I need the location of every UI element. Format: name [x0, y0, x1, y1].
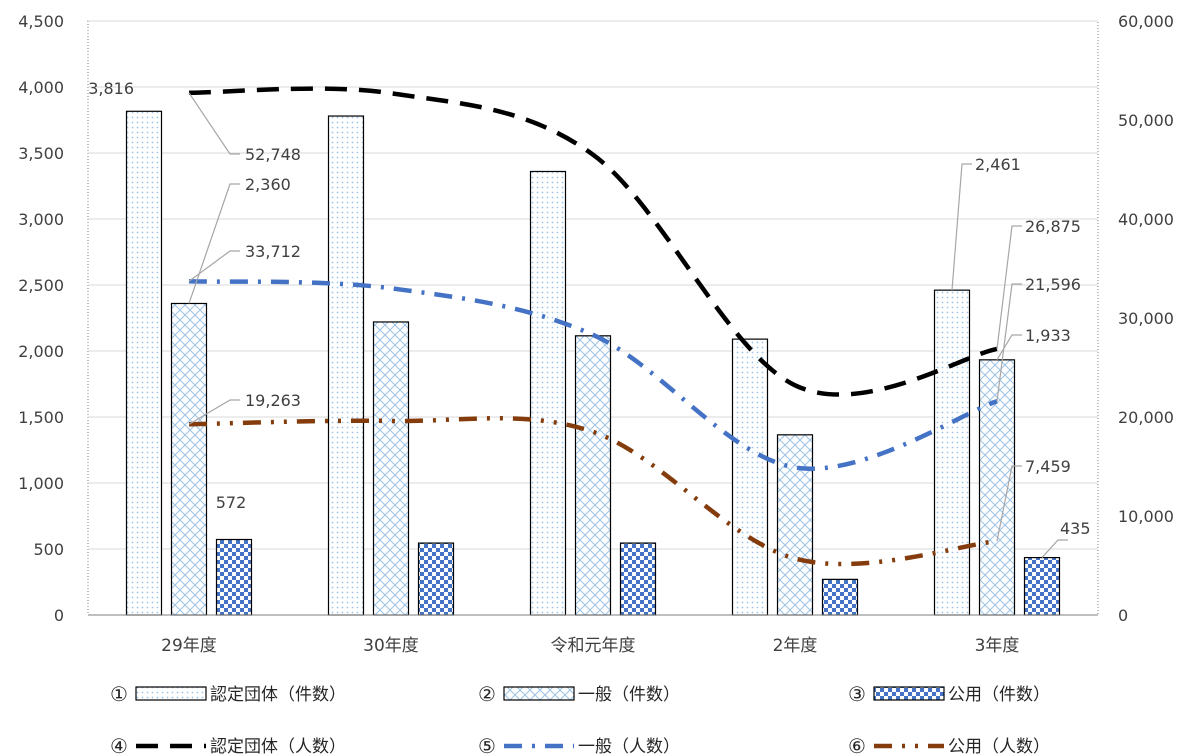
line-series: [188, 416, 998, 567]
leader-line: [188, 399, 240, 425]
data-label: 3,816: [88, 79, 134, 98]
y-left-tick-label: 4,500: [18, 12, 64, 31]
leader-line: [188, 183, 240, 304]
y-left-tick-label: 1,000: [18, 474, 64, 493]
bar: [933, 289, 971, 616]
x-tick-label: 29年度: [161, 636, 217, 656]
bar: [1023, 556, 1061, 616]
data-label: 33,712: [245, 242, 301, 261]
legend-item: ⑥ 公用（人数）: [848, 734, 1050, 756]
leader-line: [996, 465, 1022, 542]
bar: [731, 338, 769, 616]
legend-label: 一般（件数）: [578, 685, 680, 705]
leader-line: [951, 163, 972, 291]
y-right-tick-label: 10,000: [1118, 507, 1174, 526]
y-left-tick-label: 3,500: [18, 144, 64, 163]
y-left-tick-label: 500: [33, 540, 64, 559]
x-tick-label: 2年度: [773, 636, 818, 656]
legend-swatch: [503, 686, 575, 701]
bar: [372, 321, 410, 616]
y-right-tick-label: 20,000: [1118, 408, 1174, 427]
bar: [125, 110, 163, 616]
legend-marker: ⑥: [848, 734, 866, 756]
data-label: 26,875: [1025, 217, 1081, 236]
y-left-tick-label: 2,000: [18, 342, 64, 361]
legend-label: 公用（件数）: [948, 685, 1050, 705]
bar: [215, 538, 253, 616]
bar: [574, 335, 612, 616]
legend-label: 公用（人数）: [948, 737, 1050, 756]
legend-marker: ⑤: [478, 734, 496, 756]
bar: [327, 115, 365, 616]
legend-swatch: [135, 686, 207, 701]
axes: 0 500 1,000 1,500 2,000 2,500 3,000 3,500 4,000 4…: [18, 12, 1174, 656]
legend-item: ① 認定団体（件数）: [110, 682, 346, 706]
y-left-tick-label: 3,000: [18, 210, 64, 229]
leader-line: [996, 334, 1022, 361]
legend-label: 認定団体（件数）: [210, 685, 346, 705]
y-right-tick-label: 40,000: [1118, 210, 1174, 229]
bar: [417, 542, 455, 616]
legend-item: ⑤ 一般（人数）: [478, 734, 680, 756]
bar: [619, 542, 657, 616]
legend-item: ③ 公用（件数）: [848, 682, 1050, 706]
leader-line: [188, 250, 240, 282]
data-label: 435: [1060, 519, 1091, 538]
leader-line: [188, 92, 240, 155]
lines: [188, 86, 998, 567]
bar: [821, 578, 859, 616]
bar: [776, 434, 814, 616]
y-right-tick-label: 50,000: [1118, 111, 1174, 130]
data-label: 2,360: [245, 175, 291, 194]
data-label: 1,933: [1025, 326, 1071, 345]
y-left-tick-label: 4,000: [18, 78, 64, 97]
data-label: 2,461: [975, 155, 1021, 174]
x-tick-label: 3年度: [975, 636, 1020, 656]
y-right-tick-label: 0: [1118, 606, 1128, 625]
y-left-tick-label: 0: [54, 606, 64, 625]
legend-swatch: [873, 686, 945, 701]
y-right-tick-label: 30,000: [1118, 309, 1174, 328]
bar: [170, 302, 208, 616]
data-label: 19,263: [245, 391, 301, 410]
bar: [529, 170, 567, 616]
data-label: 7,459: [1025, 457, 1071, 476]
line-series: [188, 86, 998, 397]
leader-line: [996, 225, 1022, 350]
x-tick-label: 30年度: [363, 636, 419, 656]
y-left-tick-label: 2,500: [18, 276, 64, 295]
legend-marker: ③: [848, 682, 866, 706]
legend-marker: ②: [478, 682, 496, 706]
legend-label: 認定団体（人数）: [210, 737, 346, 756]
legend-label: 一般（人数）: [578, 737, 680, 756]
legend-item: ② 一般（件数）: [478, 682, 680, 706]
data-label: 21,596: [1025, 275, 1081, 294]
data-label: 572: [216, 493, 247, 512]
legend-item: ④ 認定団体（人数）: [110, 734, 346, 756]
data-label: 52,748: [245, 145, 301, 164]
legend-marker: ①: [110, 682, 128, 706]
leader-line: [996, 283, 1022, 402]
y-left-tick-label: 1,500: [18, 408, 64, 427]
y-right-tick-label: 60,000: [1118, 12, 1174, 31]
legend-marker: ④: [110, 734, 128, 756]
x-tick-label: 令和元年度: [551, 636, 636, 656]
line-series: [188, 279, 998, 471]
leader-line: [1041, 539, 1068, 558]
data-labels: 3,816 2,360 572 52,748 33,712 19,263 2,461 1,93…: [88, 79, 1091, 558]
legend: ① 認定団体（件数） ② 一般（件数） ③ 公用（件数） ④ 認定団体（人数） ⑤ 一般（人数） ⑥…: [110, 682, 1050, 756]
